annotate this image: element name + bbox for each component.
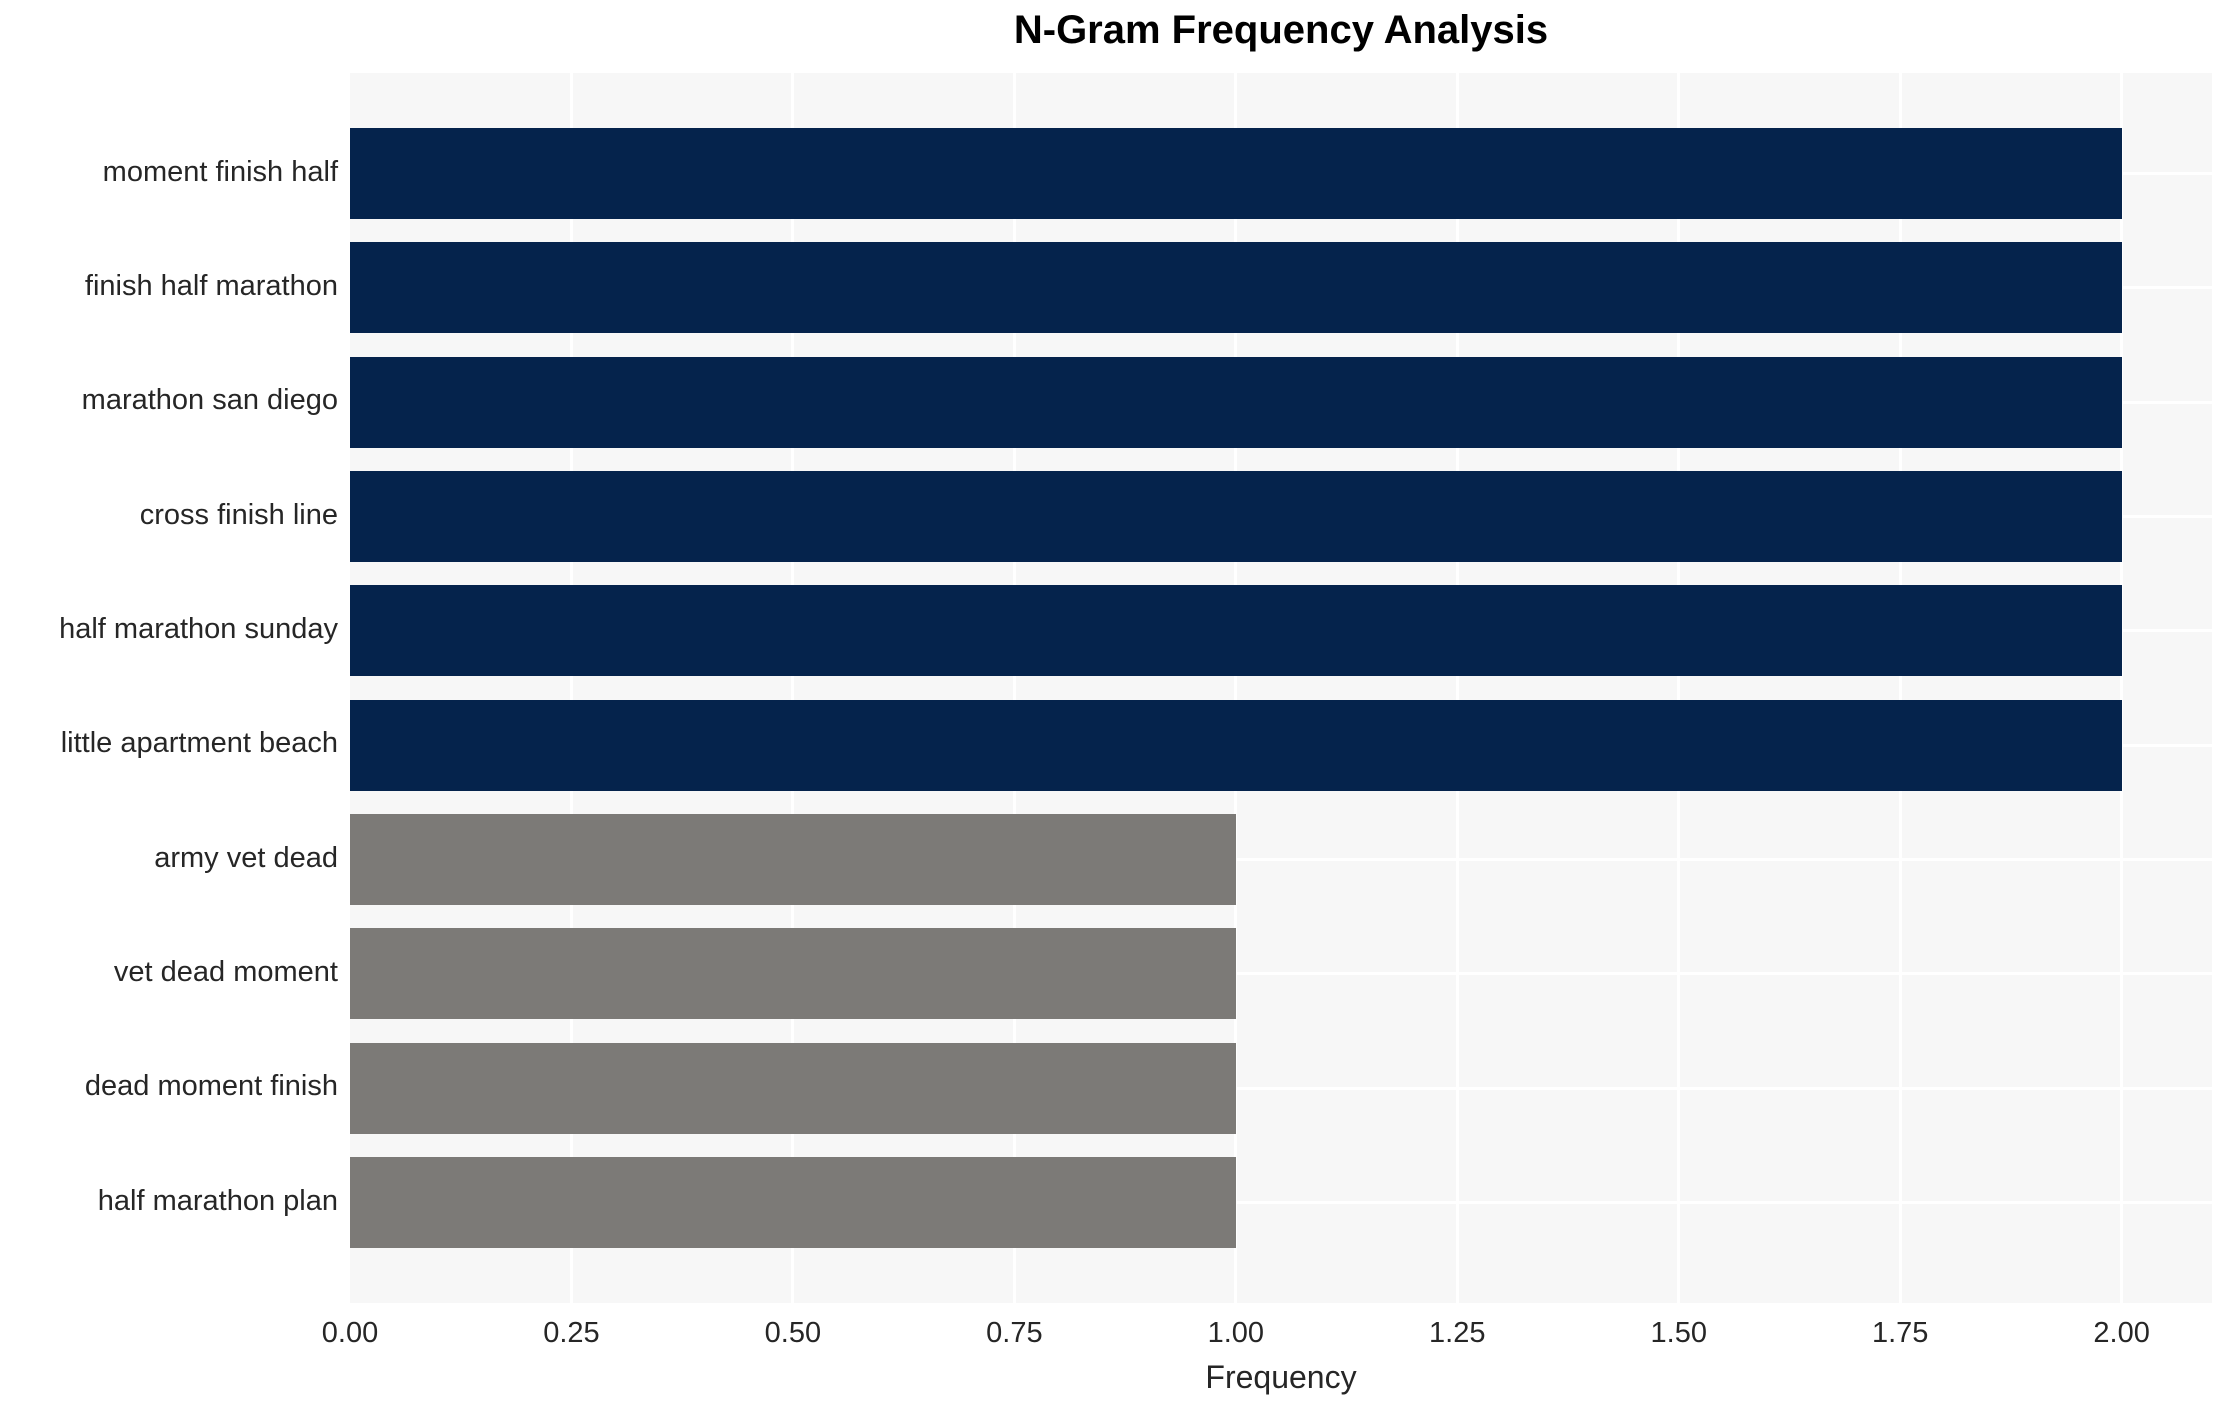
bar-vet-dead-moment	[350, 928, 1236, 1020]
bar-half-marathon-sunday	[350, 585, 2122, 677]
x-gridline-1.00	[1234, 73, 1238, 1303]
bar-army-vet-dead	[350, 814, 1236, 905]
y-gridline	[350, 858, 2212, 861]
x-tick-label-0.75: 0.75	[986, 1317, 1043, 1349]
bar-moment-finish-half	[350, 128, 2122, 219]
y-tick-label-half-marathon-plan: half marathon plan	[97, 1184, 338, 1217]
y-tick-label-marathon-san-diego: marathon san diego	[81, 384, 338, 417]
x-gridline-1.75	[1898, 73, 1902, 1303]
y-tick-label-dead-moment-finish: dead moment finish	[84, 1070, 338, 1103]
chart-title: N-Gram Frequency Analysis	[1013, 8, 1549, 52]
x-gridline-1.25	[1455, 73, 1459, 1303]
y-tick-label-half-marathon-sunday: half marathon sunday	[59, 612, 338, 645]
bar-half-marathon-plan	[350, 1157, 1236, 1248]
x-axis-title: Frequency	[1205, 1359, 1357, 1395]
x-tick-label-1.00: 1.00	[1207, 1317, 1265, 1349]
x-tick-label-0.00: 0.00	[321, 1317, 379, 1349]
y-tick-label-vet-dead-moment: vet dead moment	[113, 955, 338, 988]
y-gridline	[350, 972, 2212, 976]
y-tick-label-cross-finish-line: cross finish line	[139, 498, 338, 531]
x-gridline-0.25	[569, 73, 573, 1303]
y-gridline	[350, 1201, 2212, 1204]
y-tick-label-finish-half-marathon: finish half marathon	[84, 269, 338, 302]
x-tick-label-2.00: 2.00	[2093, 1317, 2150, 1349]
x-gridline-2.00	[2120, 73, 2124, 1303]
x-tick-label-1.50: 1.50	[1650, 1317, 1707, 1349]
x-tick-label-0.50: 0.50	[764, 1317, 822, 1349]
y-tick-label-little-apartment-beach: little apartment beach	[60, 727, 338, 760]
y-gridline	[350, 1086, 2212, 1090]
y-tick-label-moment-finish-half: moment finish half	[102, 155, 338, 188]
x-gridline-0.75	[1012, 73, 1016, 1303]
x-gridline-1.50	[1677, 73, 1681, 1303]
bar-little-apartment-beach	[350, 699, 2122, 791]
x-gridline-0.50	[791, 73, 795, 1303]
x-tick-label-1.75: 1.75	[1871, 1317, 1929, 1349]
bar-marathon-san-diego	[350, 356, 2122, 448]
plot-area	[350, 73, 2212, 1303]
x-tick-label-1.25: 1.25	[1429, 1317, 1486, 1349]
bar-finish-half-marathon	[350, 242, 2122, 334]
x-tick-label-0.25: 0.25	[543, 1317, 600, 1349]
bar-dead-moment-finish	[350, 1042, 1236, 1134]
bar-cross-finish-line	[350, 471, 2122, 562]
y-tick-label-army-vet-dead: army vet dead	[154, 841, 338, 874]
